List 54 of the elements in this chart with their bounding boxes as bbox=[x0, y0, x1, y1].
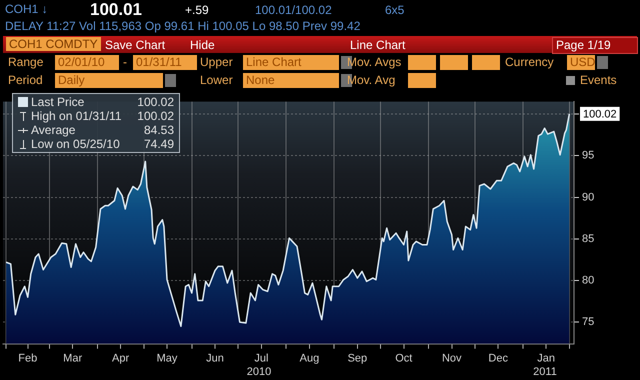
x-tick-label: Aug bbox=[300, 352, 320, 364]
legend-label: Last Price bbox=[31, 95, 86, 109]
text: Currency bbox=[505, 55, 554, 69]
x-tick-label: Feb bbox=[18, 352, 38, 364]
text: 100.01/100.02 bbox=[255, 3, 332, 17]
text: USD bbox=[567, 55, 596, 70]
x-tick-label: Jun bbox=[206, 352, 224, 364]
text: 2011 bbox=[532, 366, 558, 378]
text: Line Chart bbox=[243, 55, 339, 70]
text: 02/01/10 bbox=[55, 55, 119, 70]
y-tick-label: 95 bbox=[582, 150, 594, 162]
text: +.59 bbox=[185, 3, 209, 17]
annotation: Average bbox=[31, 123, 76, 137]
x-tick-label: Mar bbox=[63, 352, 82, 364]
y-tick-label: 85 bbox=[582, 232, 594, 245]
text: Line Chart bbox=[350, 38, 406, 52]
text: None bbox=[243, 73, 339, 88]
text: Upper bbox=[200, 55, 233, 69]
text: Period bbox=[8, 73, 43, 87]
text: Page 1/19 bbox=[556, 38, 611, 52]
text: Save Chart bbox=[105, 38, 166, 52]
text: Mov. Avg bbox=[347, 73, 396, 87]
annotation: 100.02 bbox=[137, 109, 174, 123]
text: Mov. Avgs bbox=[347, 55, 402, 69]
x-tick-label: Jul bbox=[254, 352, 268, 364]
annotation: 100.02 bbox=[137, 95, 174, 109]
annotation: 74.49 bbox=[144, 137, 174, 151]
y-tick-label: 90 bbox=[582, 191, 594, 204]
text: Range bbox=[8, 55, 44, 69]
x-tick-label: Apr bbox=[112, 352, 130, 364]
text: DELAY 11:27 Vol 115,963 Op 99.61 Hi 100.05 Lo 98.50 Prev 99.42 bbox=[5, 19, 360, 33]
text: COH1 ↓ bbox=[5, 2, 48, 16]
text: Daily bbox=[55, 73, 163, 88]
text: 100.01 bbox=[90, 0, 142, 20]
y-tick-label: 75 bbox=[582, 316, 594, 328]
x-tick-label: Oct bbox=[395, 352, 412, 364]
x-tick-label: Dec bbox=[488, 352, 508, 364]
x-tick-label: Sep bbox=[348, 352, 368, 364]
text: 2010 bbox=[246, 366, 272, 378]
annotation: 84.53 bbox=[144, 123, 174, 137]
data-label: 100.02 bbox=[583, 108, 617, 120]
annotation: High on 01/31/11 bbox=[31, 109, 123, 123]
x-tick-label: Nov bbox=[442, 352, 462, 364]
text: COH1 COMDTY bbox=[6, 37, 101, 51]
text: 6x5 bbox=[385, 3, 404, 17]
text: Hide bbox=[190, 38, 215, 52]
annotation: Low on 05/25/10 bbox=[31, 137, 121, 151]
x-tick-label: Jan bbox=[537, 352, 556, 364]
text: 01/31/11 bbox=[133, 55, 197, 70]
x-tick-label: May bbox=[156, 352, 178, 364]
text: Events bbox=[580, 73, 617, 87]
text: Lower bbox=[200, 73, 233, 87]
y-tick-label: 80 bbox=[582, 274, 594, 287]
text: - bbox=[123, 55, 127, 69]
